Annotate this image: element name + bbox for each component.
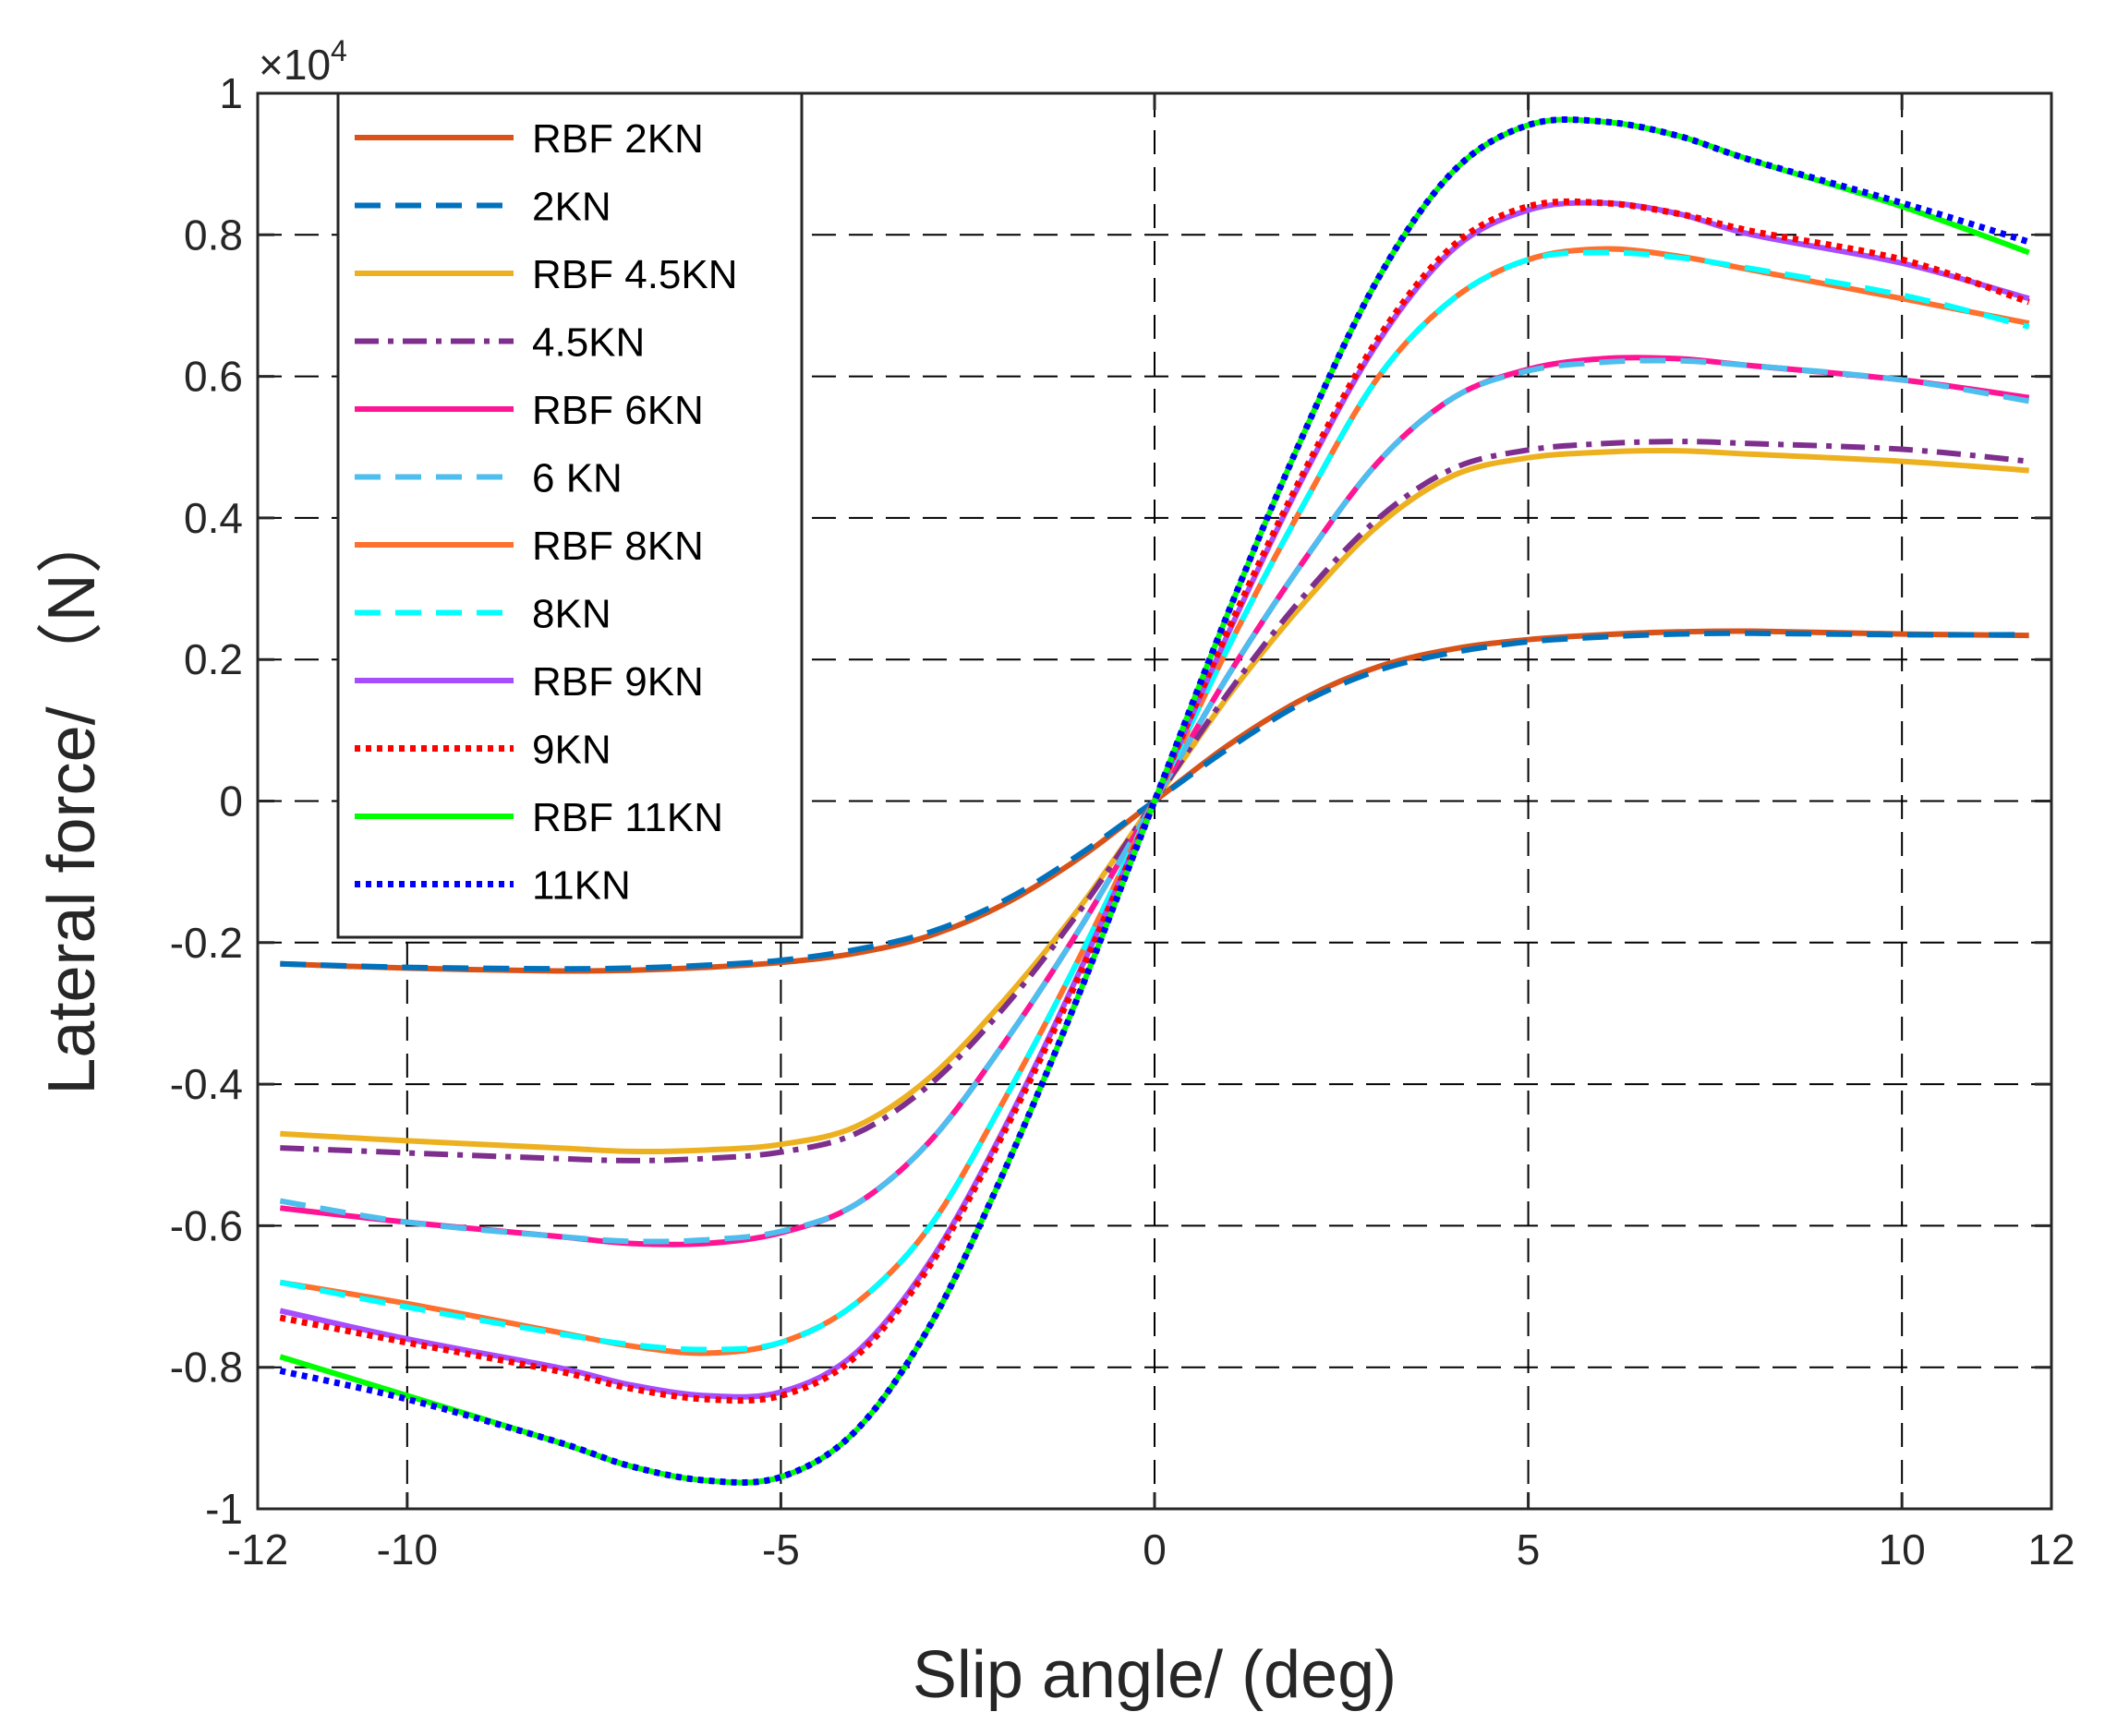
legend-label-5: RBF 6KN bbox=[532, 388, 704, 433]
x-tick-label: 5 bbox=[1517, 1525, 1541, 1573]
y-axis-label: Lateral force/ （N） bbox=[35, 507, 109, 1094]
y-tick-label: 0.4 bbox=[184, 494, 243, 542]
x-tick-label: 0 bbox=[1143, 1525, 1167, 1573]
y-tick-label: 0.6 bbox=[184, 353, 243, 401]
legend-label-4: 4.5KN bbox=[532, 320, 645, 366]
y-exponent-base: ×10 bbox=[259, 41, 331, 89]
y-tick-label: 0.2 bbox=[184, 635, 243, 683]
x-tick-label: -12 bbox=[227, 1525, 288, 1573]
y-exponent-power: 4 bbox=[331, 34, 347, 67]
legend-label-8: 8KN bbox=[532, 592, 611, 637]
series-lines bbox=[279, 115, 2030, 1486]
series-line-12 bbox=[279, 115, 2030, 1486]
y-tick-label: 0 bbox=[219, 778, 243, 826]
y-tick-label: 0.8 bbox=[184, 211, 243, 259]
legend-label-1: RBF 2KN bbox=[532, 116, 704, 162]
legend: RBF 2KN 2KN RBF 4.5KN 4.5KN RBF 6KN 6 KN RBF 8… bbox=[336, 91, 804, 939]
y-tick-label: -0.6 bbox=[170, 1201, 243, 1249]
axis-ticks: -12 -10 -5 0 5 10 12 -1 -0.8 -0.6 -0.4 -0.2 0 0.2 0.4 0… bbox=[170, 69, 2075, 1573]
legend-label-3: RBF 4.5KN bbox=[532, 252, 738, 297]
y-tick-label: -0.8 bbox=[170, 1344, 243, 1392]
x-tick-label: -10 bbox=[377, 1525, 438, 1573]
y-tick-label: 1 bbox=[219, 69, 243, 117]
x-tick-label: 10 bbox=[1879, 1525, 1926, 1573]
x-tick-label: 12 bbox=[2027, 1525, 2075, 1573]
legend-label-12: 11KN bbox=[532, 863, 631, 909]
x-tick-label: -5 bbox=[762, 1525, 800, 1573]
x-axis-label: Slip angle/ (deg) bbox=[913, 1638, 1397, 1712]
series-line-10 bbox=[279, 198, 2030, 1404]
legend-label-6: 6 KN bbox=[532, 456, 623, 501]
y-tick-label: -0.4 bbox=[170, 1060, 243, 1108]
legend-label-2: 2KN bbox=[532, 185, 611, 230]
legend-box bbox=[336, 91, 804, 939]
y-axis-exponent: ×104 bbox=[259, 34, 347, 89]
legend-label-9: RBF 9KN bbox=[532, 659, 704, 705]
series-line-6 bbox=[279, 357, 2030, 1245]
legend-label-7: RBF 8KN bbox=[532, 524, 704, 569]
y-tick-label: -0.2 bbox=[170, 919, 243, 967]
legend-label-11: RBF 11KN bbox=[532, 795, 723, 840]
y-tick-label: -1 bbox=[205, 1485, 243, 1533]
legend-label-10: 9KN bbox=[532, 728, 611, 773]
